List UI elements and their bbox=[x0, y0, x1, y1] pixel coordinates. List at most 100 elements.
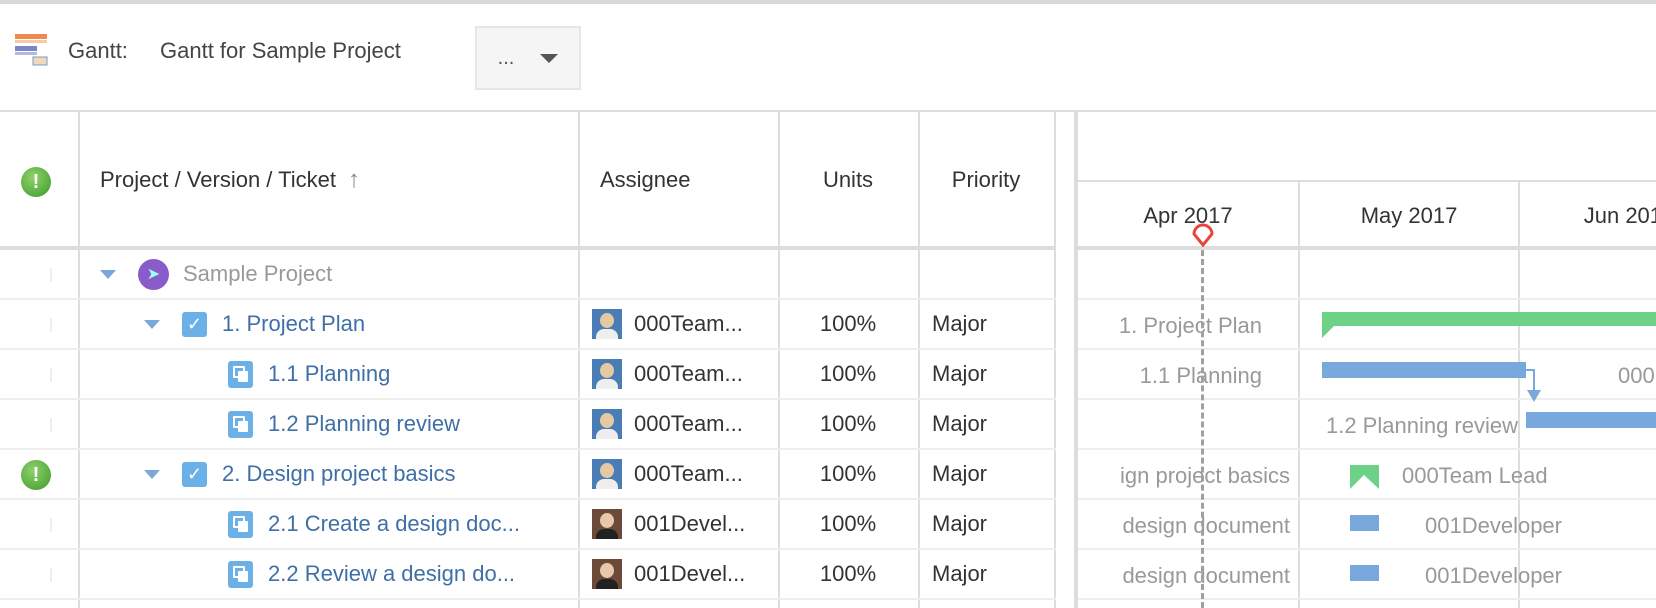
bar-planning-review bbox=[1526, 412, 1656, 428]
avatar bbox=[592, 459, 622, 489]
chevron-down-icon bbox=[540, 53, 559, 63]
column-label: Project / Version / Ticket bbox=[100, 167, 336, 192]
gantt-icon bbox=[15, 34, 48, 66]
bar-planning bbox=[1322, 362, 1526, 378]
row-divider bbox=[1078, 348, 1656, 350]
row-divider bbox=[0, 348, 1056, 350]
more-actions-button[interactable]: ... bbox=[475, 26, 581, 90]
column-header-assignee[interactable]: Assignee bbox=[600, 167, 691, 192]
top-border bbox=[0, 0, 1656, 4]
row-divider bbox=[1078, 598, 1656, 600]
table-row-name: 2.2 Review a design do... bbox=[228, 550, 576, 598]
gantt-assignee-label: 000Team Lead bbox=[1402, 463, 1548, 488]
subtask-icon bbox=[228, 410, 253, 438]
bar-project-plan bbox=[1322, 312, 1656, 338]
assignee-name: 000Team... bbox=[634, 411, 743, 436]
table-header bbox=[0, 112, 1056, 250]
priority-cell: Major bbox=[932, 311, 988, 336]
today-marker-icon bbox=[1192, 223, 1214, 248]
assignee-name: 000Team... bbox=[634, 361, 743, 386]
row-divider bbox=[0, 298, 1056, 300]
table-row-name: 1.2 Planning review bbox=[228, 400, 576, 448]
gantt-row-label: ign project basics bbox=[1120, 463, 1290, 488]
page-title: Gantt for Sample Project bbox=[160, 38, 401, 63]
column-header-project[interactable]: Project / Version / Ticket ↑ bbox=[100, 160, 360, 200]
collapse-icon[interactable] bbox=[144, 469, 160, 479]
avatar bbox=[592, 409, 622, 439]
warning-icon: ! bbox=[21, 167, 51, 197]
table-row-name: 2.1 Create a design doc... bbox=[228, 500, 576, 548]
gantt-row-label: design document bbox=[1122, 513, 1290, 538]
month-may: May 2017 bbox=[1360, 203, 1458, 228]
table-row-name: ✓ 2. Design project basics bbox=[144, 450, 576, 498]
status-empty bbox=[50, 368, 52, 382]
priority-cell: Major bbox=[932, 561, 988, 586]
row-divider bbox=[0, 448, 1056, 450]
header-label: Gantt: bbox=[68, 38, 128, 63]
bar-review-document bbox=[1350, 565, 1379, 581]
ticket-link[interactable]: 1.2 Planning review bbox=[268, 411, 461, 436]
collapse-icon[interactable] bbox=[144, 319, 160, 329]
warning-icon: ! bbox=[21, 460, 51, 490]
bar-design-document bbox=[1350, 515, 1379, 531]
assignee-cell[interactable]: 001Devel... bbox=[592, 500, 745, 548]
column-header-units[interactable]: Units bbox=[822, 167, 874, 192]
version-check-icon: ✓ bbox=[182, 311, 207, 337]
gantt-row-label: 1. Project Plan bbox=[1118, 313, 1262, 338]
row-divider bbox=[1078, 298, 1656, 300]
units-cell: 100% bbox=[819, 511, 877, 536]
ticket-link[interactable]: 2.2 Review a design do... bbox=[268, 561, 516, 586]
assignee-cell[interactable]: 000Team... bbox=[592, 450, 743, 498]
today-line bbox=[1201, 250, 1204, 608]
row-divider bbox=[0, 598, 1056, 600]
gantt-row-label: 1.2 Planning review bbox=[1325, 413, 1518, 438]
subtask-icon bbox=[228, 510, 253, 538]
ticket-link[interactable]: Sample Project bbox=[183, 261, 333, 286]
month-jun: Jun 2017 bbox=[1583, 203, 1656, 228]
row-divider bbox=[1078, 548, 1656, 550]
month-apr: Apr 2017 bbox=[1143, 203, 1233, 228]
units-cell: 100% bbox=[819, 561, 877, 586]
table-row-name: ✓ 1. Project Plan bbox=[144, 300, 576, 348]
assignee-name: 000Team... bbox=[634, 311, 743, 336]
assignee-cell[interactable]: 000Team... bbox=[592, 400, 743, 448]
ticket-link[interactable]: 1.1 Planning bbox=[268, 361, 391, 386]
collapse-icon[interactable] bbox=[100, 269, 116, 279]
assignee-name: 001Devel... bbox=[634, 561, 746, 586]
priority-cell: Major bbox=[932, 511, 988, 536]
row-divider bbox=[0, 398, 1056, 400]
column-header-priority[interactable]: Priority bbox=[951, 167, 1021, 192]
sort-ascending-icon[interactable]: ↑ bbox=[347, 166, 360, 193]
status-empty bbox=[50, 518, 52, 532]
avatar bbox=[592, 509, 622, 539]
row-divider bbox=[1078, 448, 1656, 450]
gantt-assignee-label: 000 bbox=[1618, 363, 1655, 388]
assignee-cell[interactable]: 000Team... bbox=[592, 350, 743, 398]
ticket-link[interactable]: 2. Design project basics bbox=[222, 461, 456, 486]
status-empty bbox=[50, 268, 52, 282]
gantt-assignee-label: 001Developer bbox=[1425, 513, 1562, 538]
units-cell: 100% bbox=[819, 461, 877, 486]
splitter[interactable] bbox=[1054, 112, 1078, 608]
assignee-cell[interactable]: 000Team... bbox=[592, 300, 743, 348]
subtask-icon bbox=[228, 560, 253, 588]
gantt-row-label: design document bbox=[1122, 563, 1290, 588]
more-label: ... bbox=[497, 46, 515, 69]
priority-cell: Major bbox=[932, 361, 988, 386]
row-divider bbox=[1078, 398, 1656, 400]
assignee-name: 000Team... bbox=[634, 461, 743, 486]
table-row-name: 1.1 Planning bbox=[228, 350, 576, 398]
table-row-name: ➤ Sample Project bbox=[100, 250, 576, 298]
status-empty bbox=[50, 568, 52, 582]
gantt-row-label: 1.1 Planning bbox=[1139, 363, 1262, 388]
assignee-cell[interactable]: 001Devel... bbox=[592, 550, 745, 598]
gantt-bars bbox=[1322, 312, 1656, 581]
units-cell: 100% bbox=[819, 411, 877, 436]
priority-cell: Major bbox=[932, 411, 988, 436]
ticket-link[interactable]: 2.1 Create a design doc... bbox=[268, 511, 520, 536]
status-empty bbox=[50, 318, 52, 332]
subtask-icon bbox=[228, 360, 253, 388]
ticket-link[interactable]: 1. Project Plan bbox=[222, 311, 366, 336]
title-bar bbox=[0, 4, 1656, 112]
status-empty bbox=[50, 418, 52, 432]
